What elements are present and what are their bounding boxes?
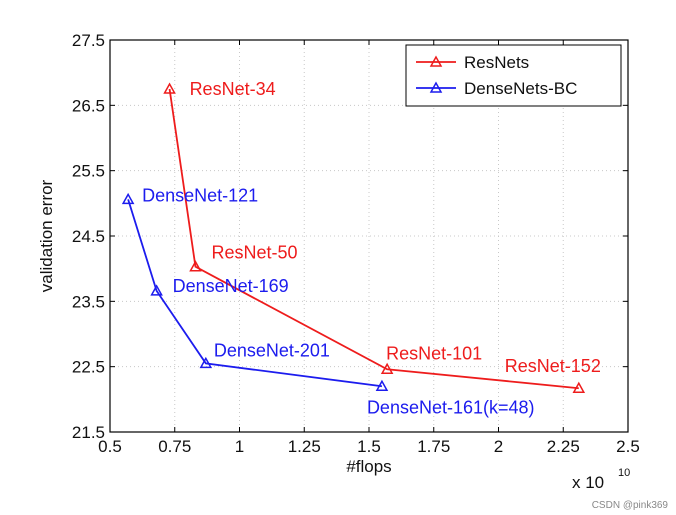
data-point-marker (189, 260, 202, 272)
x-multiplier-base: x 10 (572, 473, 604, 492)
data-point-marker (380, 362, 394, 375)
x-tick-label: 2.5 (616, 437, 640, 456)
data-label: DenseNet-169 (173, 276, 289, 296)
data-label: DenseNet-201 (214, 340, 330, 360)
y-tick-labels: 21.5 22.5 23.5 24.5 25.5 26.5 27.5 (72, 31, 105, 442)
x-tick-labels: 0.5 0.75 1 1.25 1.5 1.75 2 2.25 2.5 (98, 437, 640, 456)
data-point-marker (163, 82, 176, 94)
y-tick-label: 23.5 (72, 292, 105, 311)
x-multiplier-exponent: 10 (618, 467, 630, 479)
x-tick-label: 1.75 (417, 437, 450, 456)
series-line (168, 88, 579, 390)
series-densenets-bc: DenseNet-121 DenseNet-169 DenseNet-201 Dens… (121, 185, 535, 417)
data-label: DenseNet-121 (142, 185, 258, 205)
data-point-marker (150, 284, 163, 296)
x-tick-label: 0.5 (98, 437, 122, 456)
series-resnets: ResNet-34 ResNet-50 ResNet-101 ResNet-152 (163, 79, 601, 393)
data-point-marker (121, 192, 135, 205)
data-label: ResNet-34 (190, 79, 276, 99)
data-label: ResNet-50 (211, 243, 297, 263)
y-tick-label: 26.5 (72, 96, 105, 115)
y-tick-label: 21.5 (72, 423, 105, 442)
x-tick-label: 0.75 (158, 437, 191, 456)
x-tick-label: 2.25 (547, 437, 580, 456)
legend-swatch-marker (429, 55, 443, 67)
x-tick-label: 1.25 (288, 437, 321, 456)
y-tick-label: 22.5 (72, 358, 105, 377)
x-axis-title: #flops (346, 457, 391, 476)
legend-entry: ResNets (464, 53, 529, 72)
data-point-marker (375, 379, 389, 392)
watermark: CSDN @pink369 (591, 500, 668, 511)
series-line (127, 199, 383, 388)
legend: ResNets DenseNets-BC (405, 44, 622, 107)
data-label: ResNet-101 (386, 343, 482, 363)
axis-ticks (109, 39, 629, 433)
y-tick-label: 24.5 (72, 227, 105, 246)
legend-box (405, 44, 622, 107)
series: ResNet-34ResNet-50ResNet-101ResNet-152De… (121, 79, 601, 417)
x-tick-label: 1.5 (357, 437, 381, 456)
data-point-marker (199, 356, 213, 369)
y-tick-label: 25.5 (72, 162, 105, 181)
y-axis-title: validation error (37, 179, 56, 292)
data-label: ResNet-152 (505, 356, 601, 376)
y-tick-label: 27.5 (72, 31, 105, 50)
x-tick-label: 2 (494, 437, 503, 456)
legend-entry: DenseNets-BC (464, 79, 577, 98)
x-axis-multiplier: x 10 10 (572, 467, 630, 492)
legend-swatch-marker (429, 81, 443, 93)
data-point-marker (572, 381, 586, 393)
x-tick-label: 1 (235, 437, 244, 456)
data-label: DenseNet-161(k=48) (367, 397, 535, 417)
